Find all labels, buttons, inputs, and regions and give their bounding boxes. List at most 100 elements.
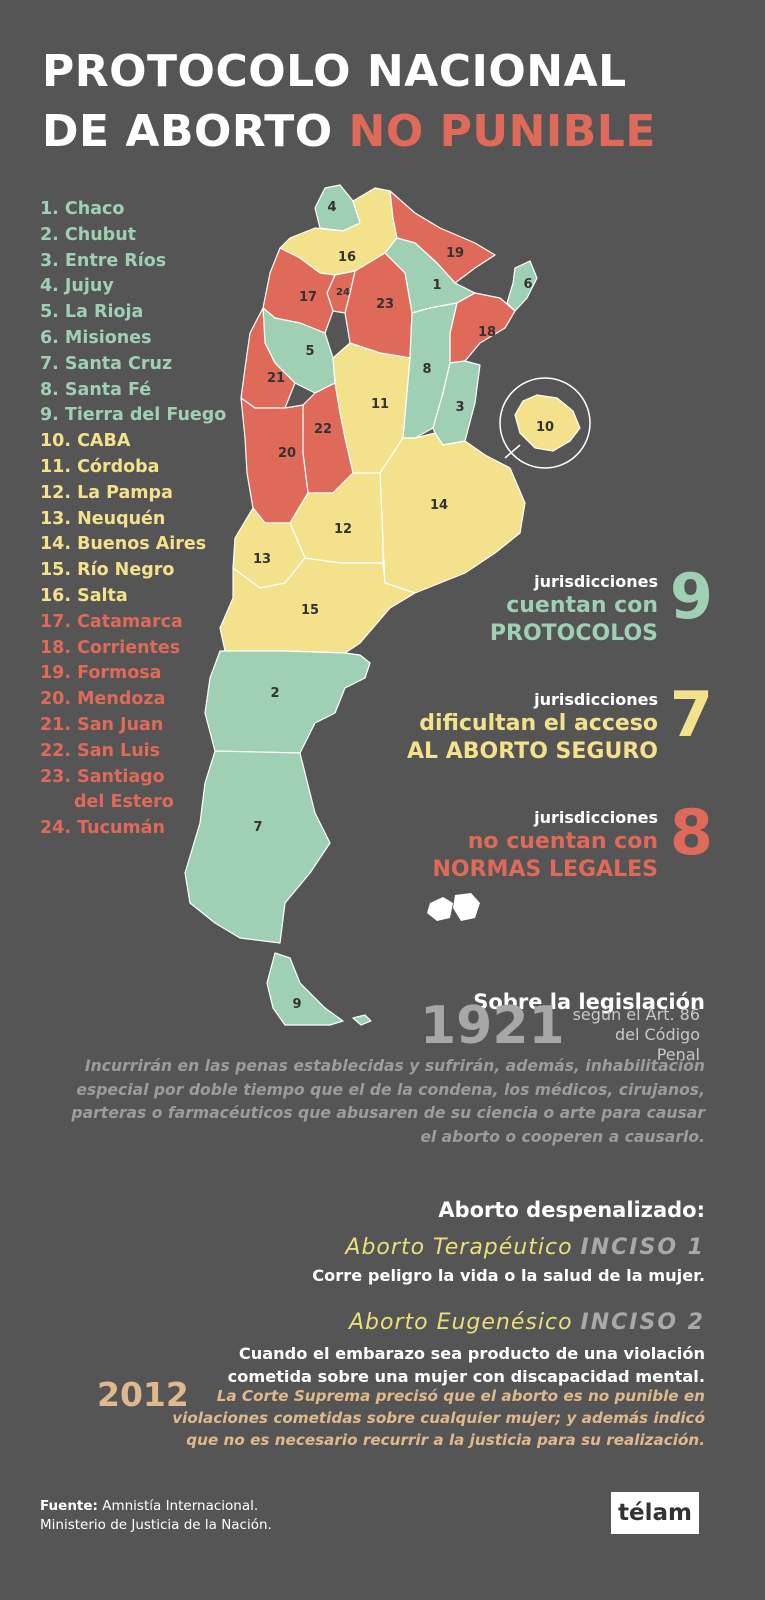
province-19: [389, 190, 496, 284]
argentina-map: 4 16 19 1 6 18 23 24 17 5 21 8 3 11 22 2…: [184, 184, 591, 1026]
inciso-1-title: Aborto Terapéutico INCISO 1: [345, 1235, 705, 1260]
stat-count: 8: [669, 796, 713, 869]
province-numbers: 4 16 19 1 6 18 23 24 17 5 21 8 3 11 22 2…: [253, 200, 554, 1012]
stat-line1: dificultan el acceso: [419, 711, 658, 736]
province-label: 22: [314, 422, 332, 437]
inciso-2-title: Aborto Eugenésico INCISO 2: [349, 1310, 705, 1335]
inciso-1-desc: Corre peligro la vida o la salud de la m…: [312, 1266, 705, 1285]
province-label: 1: [432, 278, 441, 293]
legend-item-label: 5. La Rioja: [40, 302, 144, 323]
province-label: 16: [338, 250, 356, 265]
legend-item: 24. Tucumán: [40, 816, 226, 842]
legend-item-label: 8. Santa Fé: [40, 379, 152, 400]
quote-line: parteras o farmacéuticos que abusaren de…: [71, 1104, 705, 1122]
legend-item-label: 20. Mendoza: [40, 689, 166, 710]
fuente-1: Amnistía Internacional.: [102, 1498, 259, 1514]
legend-item-label: 1. Chaco: [40, 199, 125, 219]
legend-item-label: 16. Salta: [40, 585, 128, 606]
stat-no-cuentan: 8 jurisdicciones no cuentan con NORMAS L…: [432, 802, 714, 884]
inciso-2-name: Aborto Eugenésico: [348, 1310, 573, 1335]
legend-item-label: 14. Buenos Aires: [40, 534, 207, 555]
legend-item: 12. La Pampa: [40, 481, 226, 507]
stat-line2: AL ABORTO SEGURO: [407, 739, 658, 764]
province-legend: 1. Chaco 2. Chubut 3. Entre Ríos 4. Jujuy 5.…: [40, 197, 226, 842]
province-14: [379, 432, 526, 594]
province-2: [204, 650, 371, 754]
province-label: 23: [376, 297, 394, 312]
legend-item: 15. Río Negro: [40, 558, 226, 584]
telam-logo: télam: [611, 1492, 699, 1534]
legend-item: 17. Catamarca: [40, 610, 226, 636]
corte-line: La Corte Suprema precisó que el aborto e…: [216, 1387, 705, 1405]
year-2012: 2012: [97, 1375, 189, 1414]
inciso-2-desc: Cuando el embarazo sea producto de una v…: [228, 1342, 705, 1388]
legend-item: 2. Chubut: [40, 223, 226, 249]
legend-item-label: 24. Tucumán: [40, 818, 165, 839]
fuente-label: Fuente:: [40, 1498, 98, 1514]
stat-dificultan: 7 jurisdicciones dificultan el acceso AL…: [407, 684, 713, 766]
stat-small: jurisdicciones: [534, 690, 658, 709]
stat-line1: cuentan con: [506, 593, 658, 618]
corte-line: que no es necesario recurrir a la justic…: [186, 1431, 705, 1449]
art-line-2: del Código Penal: [614, 1025, 700, 1064]
quote-line: especial por doble tiempo que el de la c…: [76, 1080, 705, 1099]
legend-item: del Estero: [40, 790, 226, 816]
legend-item-label: 11. Córdoba: [40, 456, 160, 477]
legend-item: 6. Misiones: [40, 326, 226, 352]
title-white-part: DE ABORTO: [42, 106, 333, 157]
province-label: 6: [523, 277, 532, 292]
legend-item-label: 17. Catamarca: [40, 611, 183, 632]
province-label: 24: [336, 287, 350, 298]
province-label: 14: [430, 498, 448, 513]
province-10: [514, 394, 581, 452]
legend-item: 3. Entre Ríos: [40, 249, 226, 275]
province-label: 5: [305, 344, 314, 359]
legend-item: 19. Formosa: [40, 661, 226, 687]
source-note: Fuente: Amnistía Internacional. Minister…: [40, 1497, 272, 1535]
legislacion-heading: Sobre la legislación: [473, 990, 705, 1014]
quote-line: el aborto o cooperen a causarlo.: [420, 1127, 705, 1146]
stat-protocolos: 9 jurisdicciones cuentan con PROTOCOLOS: [489, 566, 713, 648]
legend-item-label: 21. San Juan: [40, 714, 164, 735]
province-label: 11: [371, 397, 389, 412]
legend-item-label: 19. Formosa: [40, 663, 162, 684]
province-6: [506, 260, 538, 312]
province-label: 15: [301, 603, 319, 618]
legend-item: 20. Mendoza: [40, 687, 226, 713]
province-9: [266, 952, 344, 1026]
province-7: [184, 750, 331, 944]
caba-pointer: [504, 444, 521, 459]
legend-item-label: 7. Santa Cruz: [40, 353, 173, 374]
province-label: 9: [292, 997, 301, 1012]
province-label: 20: [278, 446, 296, 461]
legend-item: 23. Santiago: [40, 765, 226, 791]
legend-item: 13. Neuquén: [40, 507, 226, 533]
stat-line2: NORMAS LEGALES: [432, 857, 659, 882]
province-9-island: [352, 1014, 372, 1026]
province-4: [314, 184, 361, 232]
province-label: 4: [327, 200, 336, 215]
legend-item-label: 22. San Luis: [40, 740, 161, 761]
stat-line2: PROTOCOLOS: [489, 621, 658, 646]
year-1921: 1921: [420, 996, 565, 1056]
legend-item-label: 3. Entre Ríos: [40, 250, 167, 271]
fuente-2: Ministerio de Justicia de la Nación.: [40, 1517, 272, 1533]
legend-item-label: 18. Corrientes: [40, 637, 181, 658]
title-line-1: PROTOCOLO NACIONAL: [42, 46, 627, 97]
art-line-1: según el Art. 86: [572, 1005, 700, 1024]
legend-item: 21. San Juan: [40, 713, 226, 739]
title-line-2: DE ABORTO NO PUNIBLE: [42, 110, 656, 154]
legend-item-label: 6. Misiones: [40, 327, 152, 348]
legend-item: 10. CABA: [40, 429, 226, 455]
stat-count: 9: [669, 560, 713, 633]
despenalizado-heading: Aborto despenalizado:: [438, 1198, 705, 1222]
art-86: según el Art. 86 del Código Penal: [570, 1005, 700, 1065]
legend-item-label: 13. Neuquén: [40, 508, 166, 529]
inciso-2-desc-line: cometida sobre una mujer con discapacida…: [227, 1367, 705, 1386]
province-17: [262, 247, 336, 334]
quote-line: Incurrirán en las penas establecidas y s…: [84, 1057, 705, 1075]
stat-count: 7: [669, 678, 713, 751]
province-label: 19: [446, 246, 464, 261]
province-label: 8: [422, 362, 431, 377]
inciso-1-label: INCISO 1: [580, 1235, 705, 1260]
